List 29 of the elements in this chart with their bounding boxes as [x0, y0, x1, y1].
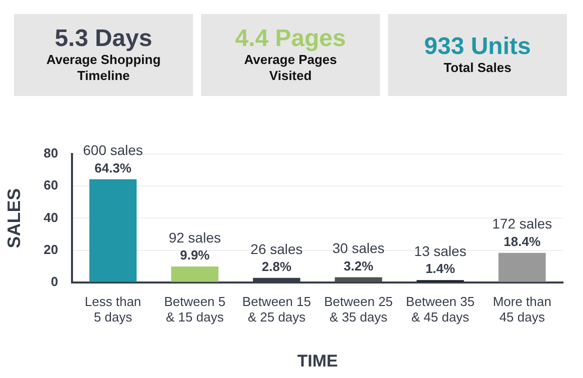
x-tick-label: Less than 5 days — [84, 294, 142, 324]
y-tick-label: 80 — [44, 146, 58, 161]
bar — [171, 266, 218, 282]
bar — [498, 252, 546, 282]
data-label: 13 sales 1.4% — [414, 243, 466, 276]
text: Average Shopping Timeline — [45, 52, 162, 84]
x-tick-label: Between 35 & 45 days — [406, 294, 475, 324]
data-label: 92 sales 9.9% — [168, 229, 221, 263]
x-axis-title: TIME — [297, 351, 338, 370]
bar — [89, 179, 137, 282]
text: Average Pages Visited — [243, 52, 338, 84]
x-tick-label: More than 45 days — [492, 294, 552, 324]
y-tick-label: 20 — [44, 242, 58, 257]
data-label: 600 sales 64.3% — [83, 142, 143, 176]
text: Total Sales — [442, 60, 512, 76]
text: 933 Units — [424, 33, 531, 60]
y-tick-label: 60 — [44, 178, 58, 193]
text: 5.3 Days — [54, 25, 152, 52]
y-tick-label: 40 — [44, 210, 58, 225]
x-tick-label: Between 25 & 35 days — [324, 294, 393, 324]
data-label: 172 sales 18.4% — [492, 216, 552, 249]
y-axis-title: SALES — [4, 188, 24, 248]
data-label: 26 sales 2.8% — [250, 240, 303, 274]
x-tick-label: Between 5 & 15 days — [164, 294, 226, 324]
bar — [334, 277, 382, 282]
x-tick-label: Between 15 & 25 days — [242, 294, 311, 324]
data-label: 30 sales 3.2% — [332, 240, 385, 274]
y-tick-label: 0 — [50, 274, 58, 289]
text: 4.4 Pages — [235, 25, 346, 52]
